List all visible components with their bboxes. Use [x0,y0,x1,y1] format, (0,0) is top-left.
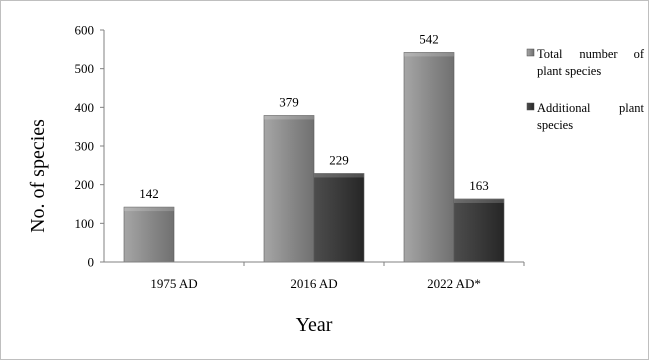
bars-layer [123,52,505,263]
bar-additional [313,173,365,263]
legend-swatch-total [526,48,535,57]
bar-additional [453,198,505,263]
data-labels: 142 379 229 542 163 [139,31,489,201]
x-category-label: 1975 AD [150,276,197,291]
bar-total [123,206,175,263]
legend-swatch-additional [526,102,535,111]
y-axis-title: No. of species [27,119,49,233]
y-tick-label: 0 [88,255,95,270]
x-category-labels: 1975 AD 2016 AD 2022 AD* [150,276,481,291]
data-label: 379 [279,94,299,109]
legend-text: plant species [537,64,601,78]
data-label: 542 [419,31,439,46]
legend-text: of [634,47,645,61]
bar-total [263,115,315,263]
bar-top-highlight [404,52,454,57]
data-label: 163 [469,178,489,193]
legend-text: Total [537,47,563,61]
bar-top-highlight [124,207,174,212]
legend-text: number [579,47,618,61]
legend: Total number of plant species Additional plan… [526,47,645,132]
bar-total [403,52,455,263]
legend-text: Additional [537,101,591,115]
legend-text: plant [619,101,645,115]
x-category-label: 2022 AD* [427,276,481,291]
bar-top-highlight [314,173,364,178]
y-tick-label: 200 [75,177,95,192]
y-tick-labels: 0 100 200 300 400 500 600 [75,23,95,270]
legend-text: species [537,118,573,132]
y-tick-label: 500 [75,61,95,76]
y-tick-label: 100 [75,216,95,231]
data-label: 229 [329,152,349,167]
data-label: 142 [139,186,159,201]
y-tick-label: 600 [75,23,95,38]
axes-layer [100,29,525,266]
bar-top-highlight [454,198,504,203]
y-tick-label: 300 [75,139,95,154]
y-tick-label: 400 [75,100,95,115]
x-axis-title: Year [296,314,333,336]
bar-top-highlight [264,115,314,120]
x-category-label: 2016 AD [290,276,337,291]
